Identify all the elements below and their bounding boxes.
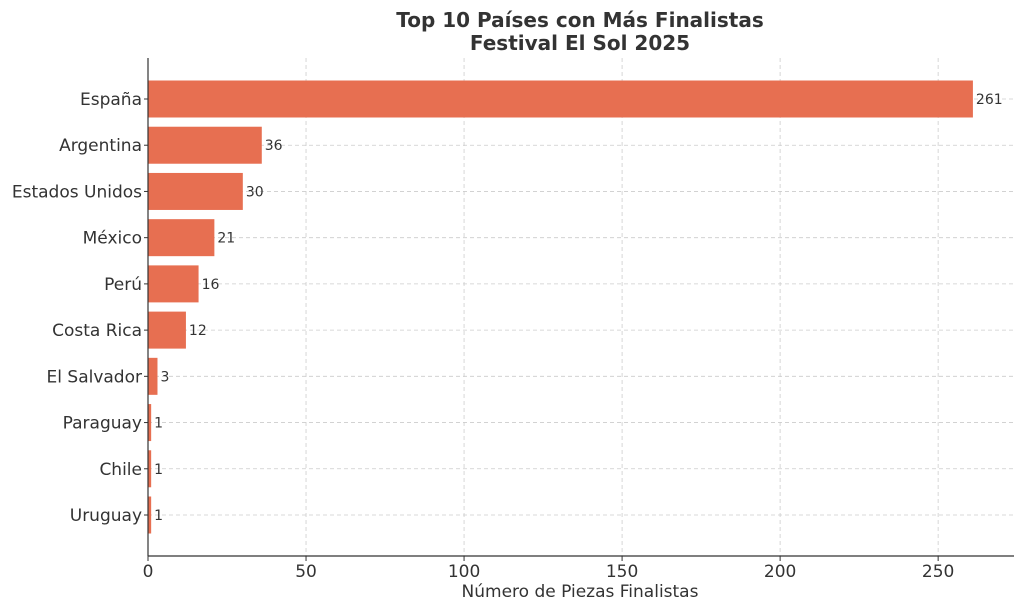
x-axis-label: Número de Piezas Finalistas [462,582,699,602]
x-tick-label-0: 0 [143,562,154,582]
data-label-4: 16 [202,277,220,293]
y-tick-label-6: El Salvador [47,367,142,387]
bar-8 [148,450,152,488]
data-label-1: 36 [265,138,283,154]
data-label-7: 1 [154,416,163,432]
y-tick-label-4: Perú [104,275,142,295]
data-label-0: 261 [976,92,1003,108]
data-label-2: 30 [246,184,264,200]
y-tick-label-2: Estados Unidos [12,182,142,202]
bar-5 [148,311,186,349]
x-tick-label-5: 250 [922,562,954,582]
grid-layer [147,58,1014,556]
x-tick-label-2: 100 [448,562,480,582]
x-tick-label-4: 200 [764,562,796,582]
y-tick-label-3: México [83,229,142,249]
bar-9 [148,496,152,534]
data-label-3: 21 [217,231,235,247]
y-tick-label-9: Uruguay [70,506,142,526]
x-tick-label-1: 50 [295,562,317,582]
y-tick-label-0: España [80,90,142,110]
y-tick-label-5: Costa Rica [52,321,142,341]
y-tick-label-7: Paraguay [63,414,142,434]
chart-title-line-1: Top 10 Países con Más Finalistas [396,8,764,32]
data-label-8: 1 [154,462,163,478]
bar-6 [148,357,158,395]
bar-0 [148,80,973,118]
data-label-9: 1 [154,508,163,524]
data-label-6: 3 [160,369,169,385]
bar-1 [148,126,262,164]
bar-4 [148,265,199,303]
chart-title-line-2: Festival El Sol 2025 [470,31,690,55]
bar-2 [148,172,243,210]
axes-layer: España Argentina Estados Unidos México Perú C… [12,58,1014,582]
y-tick-label-1: Argentina [59,136,142,156]
data-label-5: 12 [189,323,207,339]
bar-3 [148,219,215,257]
x-tick-label-3: 150 [606,562,638,582]
bars-layer: 261 36 30 21 16 12 3 1 1 1 [148,80,1003,534]
y-tick-label-8: Chile [99,460,142,480]
bar-7 [148,404,152,442]
